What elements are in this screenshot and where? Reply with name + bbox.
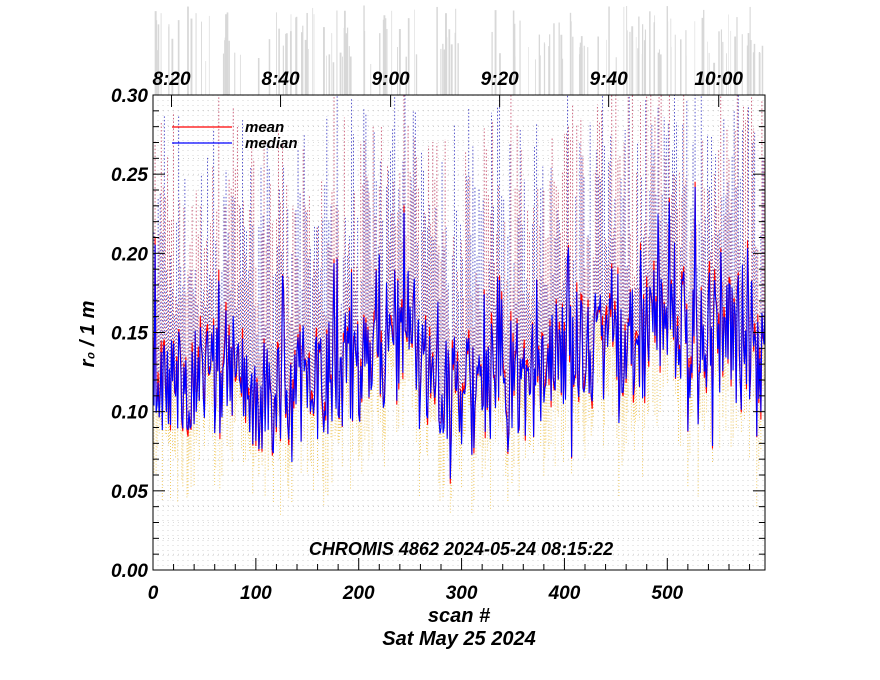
legend-mean-label: mean [245, 119, 284, 136]
top-time-label: 9:40 [590, 69, 628, 90]
instrument-annotation: CHROMIS 4862 2024-05-24 08:15:22 [309, 539, 613, 559]
scan-spikes-band [154, 5, 764, 95]
x-tick-label: 400 [548, 583, 581, 604]
top-time-label: 8:20 [152, 69, 190, 90]
y-tick-label: 0.10 [111, 403, 148, 424]
y-axis-title: r₀ / 1 m [77, 301, 99, 368]
legend: mean median [172, 119, 298, 152]
legend-median-label: median [245, 135, 298, 152]
median-series-line [152, 186, 766, 479]
y-tick-label: 0.20 [111, 244, 148, 265]
top-time-label: 9:00 [372, 69, 410, 90]
x-tick-label: 0 [148, 583, 159, 604]
y-tick-label: 0.00 [111, 561, 148, 582]
x-axis-title: scan # [428, 605, 491, 627]
x-tick-label: 500 [651, 583, 683, 604]
y-tick-label: 0.15 [111, 324, 148, 345]
date-label: Sat May 25 2024 [382, 628, 535, 650]
x-tick-label: 300 [446, 583, 478, 604]
axes-ticks: 0.00 0.05 0.10 0.15 0.20 0.25 0.30 0 100 200 300 40… [111, 69, 765, 604]
top-time-label: 10:00 [694, 69, 743, 90]
y-tick-label: 0.30 [111, 86, 148, 107]
x-tick-label: 200 [342, 583, 375, 604]
top-time-label: 9:20 [481, 69, 519, 90]
x-tick-label: 100 [240, 583, 272, 604]
top-time-label: 8:40 [262, 69, 300, 90]
y-tick-label: 0.25 [111, 165, 148, 186]
y-tick-label: 0.05 [111, 482, 148, 503]
